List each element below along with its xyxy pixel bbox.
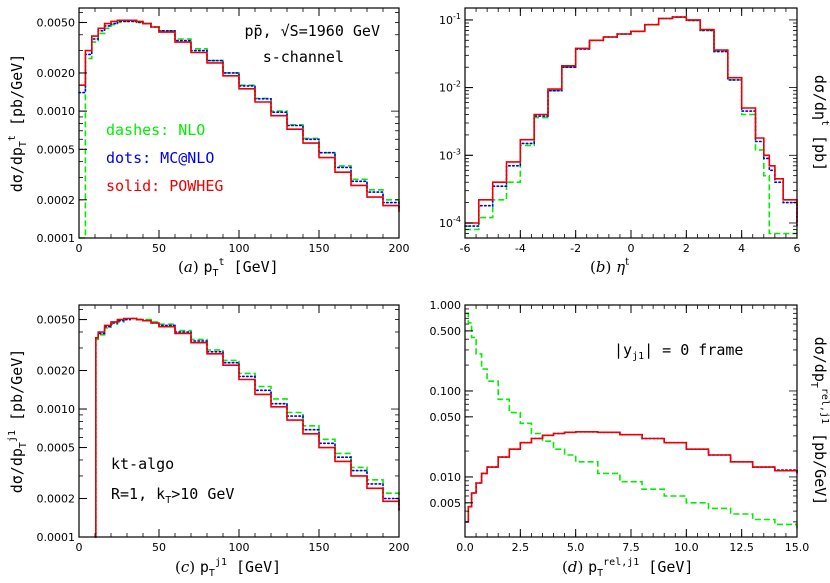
panel-b-xtick-label: 6 xyxy=(794,242,801,255)
panel-b-xtick-label: 4 xyxy=(738,242,745,255)
panel-c-ytick-label: 0.0002 xyxy=(37,492,76,505)
panel-d-ylabel: dσ/dpTrel,j1 [pb/GeV] xyxy=(808,337,830,506)
panel-c-xlabel: (c) pTj1 [GeV] xyxy=(175,557,281,579)
panel-b-xtick-label: -4 xyxy=(515,242,526,255)
panel-b-curves xyxy=(464,16,798,235)
panel-b-xtick-label: -2 xyxy=(570,242,581,255)
panel-c-xtick-label: 0 xyxy=(76,541,83,554)
panel-a-ytick-label: 0.0005 xyxy=(37,143,76,156)
panel-c-ticks: 0 50 100 150 200 0.0001 0.0002 0.0005 0.0010 0.00… xyxy=(37,305,410,554)
panel-a-ytick-label: 0.0010 xyxy=(37,105,76,118)
panel-a-ytick-label: 0.0020 xyxy=(37,67,76,80)
panel-a-xlabel: (a) pTt [GeV] xyxy=(178,257,279,279)
panel-d-curves xyxy=(465,312,798,529)
panel-a-ylabel: dσ/dpTt [pb/GeV] xyxy=(7,54,29,193)
panel-c-ytick-label: 0.0050 xyxy=(37,314,76,327)
panel-c-xtick-label: 100 xyxy=(229,541,250,554)
panel-c-series-powheg xyxy=(95,317,400,538)
panel-d-series-mcnlo xyxy=(465,431,798,523)
panel-d: 0.0 2.5 5.0 7.5 10.0 12.5 15.0 0.005 0.010 0.050 0… xyxy=(430,299,830,579)
panel-a-legend-mcnlo: dots: MC@NLO xyxy=(106,149,214,167)
panel-a-xtick-label: 200 xyxy=(389,242,410,255)
panel-c-series-mcnlo xyxy=(94,317,400,538)
panel-b-series-powheg xyxy=(465,16,798,224)
panel-d-series-powheg xyxy=(466,431,798,523)
panel-b-series-nlo xyxy=(465,16,797,235)
panel-b-xtick-label: -6 xyxy=(460,242,471,255)
panel-b: -6 -4 -2 0 2 4 6 10-4 10-3 10-2 10-1 (b) ηt dσ/dηt… xyxy=(439,7,830,276)
panel-a-curves xyxy=(78,19,400,239)
panel-d-ytick-label: 0.050 xyxy=(430,411,462,424)
panel-c-ytick-label: 0.0020 xyxy=(37,365,76,378)
panel-c-xtick-label: 200 xyxy=(389,541,410,554)
panel-c-xtick-label: 150 xyxy=(309,541,330,554)
panel-d-ytick-label: 0.010 xyxy=(430,471,462,484)
panel-b-series-mcnlo xyxy=(464,16,798,227)
panel-a-annot-channel: s-channel xyxy=(263,48,344,66)
panel-d-xtick-label: 12.5 xyxy=(729,541,754,554)
panel-d-series-nlo xyxy=(466,312,798,529)
panel-d-xtick-label: 10.0 xyxy=(674,541,699,554)
panel-d-ytick-label: 0.005 xyxy=(430,497,462,510)
panel-a-legend-powheg: solid: POWHEG xyxy=(106,177,223,195)
panel-a-ytick-label: 0.0002 xyxy=(37,194,76,207)
panel-c-series-nlo xyxy=(95,317,400,538)
panel-b-ytick-label: 10-2 xyxy=(439,80,461,95)
panel-d-annot-frame: |yj1| = 0 frame xyxy=(614,341,743,362)
panel-a-xtick-label: 100 xyxy=(229,242,250,255)
panel-d-ytick-label: 1.000 xyxy=(430,299,462,312)
panel-a: 0 50 100 150 200 0.0001 0.0002 0.0005 0.0010 0.00… xyxy=(7,7,410,279)
panel-c-ytick-label: 0.0010 xyxy=(37,403,76,416)
panel-b-frame xyxy=(464,7,798,239)
panel-c-xtick-label: 50 xyxy=(152,541,166,554)
panel-a-annot-energy: pp̄, √S=1960 GeV xyxy=(245,22,380,40)
panel-b-xtick-label: 0 xyxy=(628,242,635,255)
panel-d-xtick-label: 2.5 xyxy=(512,541,530,554)
panel-c-annot-algo: kt-algo xyxy=(111,455,174,473)
panel-b-ytick-label: 10-3 xyxy=(439,147,461,162)
panel-d-xtick-label: 7.5 xyxy=(622,541,640,554)
panel-a-xtick-label: 150 xyxy=(309,242,330,255)
panel-a-xtick-label: 0 xyxy=(76,242,83,255)
panel-a-ytick-label: 0.0001 xyxy=(37,232,76,245)
panel-c-ytick-label: 0.0001 xyxy=(37,531,76,544)
panel-c-curves xyxy=(94,317,400,538)
panel-a-xtick-label: 50 xyxy=(152,242,166,255)
panel-b-xlabel: (b) ηt xyxy=(590,257,629,276)
panel-d-ytick-label: 0.100 xyxy=(430,385,462,398)
panel-d-ticks: 0.0 2.5 5.0 7.5 10.0 12.5 15.0 0.005 0.010 0.050 0… xyxy=(430,299,810,554)
panel-b-ylabel: dσ/dηt [pb] xyxy=(811,75,830,171)
panel-a-ticks: 0 50 100 150 200 0.0001 0.0002 0.0005 0.0010 0.00… xyxy=(37,8,410,255)
panel-b-ytick-label: 10-1 xyxy=(439,12,461,27)
panel-b-xtick-label: 2 xyxy=(683,242,690,255)
panel-c-ytick-label: 0.0005 xyxy=(37,442,76,455)
panel-d-ytick-label: 0.500 xyxy=(430,325,462,338)
panel-c: 0 50 100 150 200 0.0001 0.0002 0.0005 0.0010 0.00… xyxy=(7,304,410,579)
panel-c-ylabel: dσ/dpTj1 [pb/GeV] xyxy=(7,349,29,494)
panel-d-xlabel: (d) pTrel,j1 [GeV] xyxy=(562,557,693,579)
panel-d-xtick-label: 0.0 xyxy=(456,541,474,554)
panel-a-ytick-label: 0.0050 xyxy=(37,16,76,29)
panel-b-ytick-label: 10-4 xyxy=(439,215,461,230)
panel-a-legend-nlo: dashes: NLO xyxy=(106,121,205,139)
panel-d-frame xyxy=(464,304,798,538)
panel-c-annot-cuts: R=1, kT>10 GeV xyxy=(111,485,234,506)
panel-d-xtick-label: 15.0 xyxy=(785,541,810,554)
panel-d-xtick-label: 5.0 xyxy=(567,541,585,554)
panel-a-series-powheg xyxy=(79,19,400,213)
